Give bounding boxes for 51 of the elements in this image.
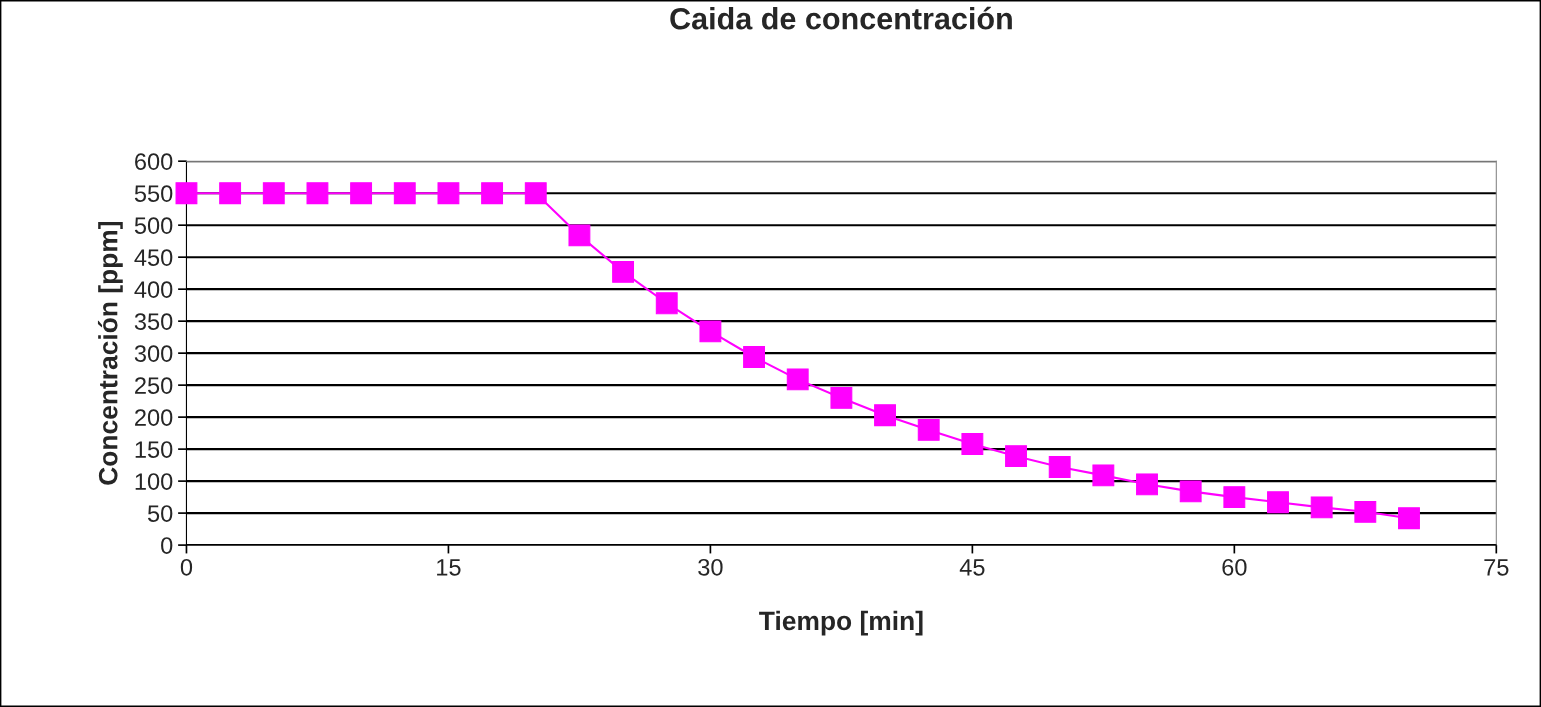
point	[393, 182, 416, 205]
point	[1179, 480, 1202, 503]
point	[481, 182, 504, 205]
x-axis-title: Tiempo [min]	[759, 610, 923, 636]
point	[306, 182, 329, 205]
point	[1310, 496, 1333, 519]
point	[1398, 507, 1420, 530]
y-tick-label: 250	[135, 377, 173, 394]
point	[830, 387, 853, 409]
point	[874, 404, 896, 427]
y-tick-label: 400	[134, 281, 173, 298]
point	[437, 182, 460, 205]
point	[655, 292, 678, 315]
point	[568, 224, 591, 247]
point	[743, 346, 765, 368]
point	[175, 182, 198, 205]
point	[1092, 464, 1115, 487]
y-tick-label: 600	[135, 153, 173, 170]
x-tick-label: 0	[180, 558, 193, 576]
y-tick-label: 350	[134, 313, 173, 330]
point	[1267, 491, 1289, 514]
point	[1136, 473, 1158, 496]
chart-title: Caida de concentración	[670, 6, 1012, 30]
x-tick-label: 15	[437, 559, 461, 576]
point	[961, 433, 984, 455]
point	[917, 418, 940, 441]
y-axis-title: Concentración [ppm]	[97, 221, 123, 485]
y-tick-label: 100	[135, 473, 173, 490]
y-tick-label: 200	[135, 409, 173, 426]
point	[1354, 500, 1377, 523]
y-tick-label: 550	[134, 185, 173, 202]
x-tick-label: 60	[1222, 558, 1247, 576]
point	[699, 320, 722, 343]
y-tick-label: 0	[161, 537, 173, 554]
point	[524, 182, 547, 205]
x-tick-label: 30	[698, 558, 723, 576]
point	[1223, 486, 1246, 509]
x-tick-label: 75	[1484, 559, 1509, 576]
point	[612, 260, 635, 283]
y-tick-label: 150	[135, 441, 173, 458]
y-tick-label: 450	[134, 249, 173, 266]
point	[350, 182, 373, 205]
point	[1048, 456, 1071, 478]
point	[262, 182, 285, 205]
point	[219, 182, 242, 205]
x-tick-label: 45	[959, 559, 985, 576]
y-tick-label: 300	[134, 345, 173, 362]
y-tick-label: 500	[134, 217, 173, 234]
point	[1005, 445, 1027, 468]
point	[786, 368, 809, 391]
y-tick-label: 50	[147, 505, 173, 522]
